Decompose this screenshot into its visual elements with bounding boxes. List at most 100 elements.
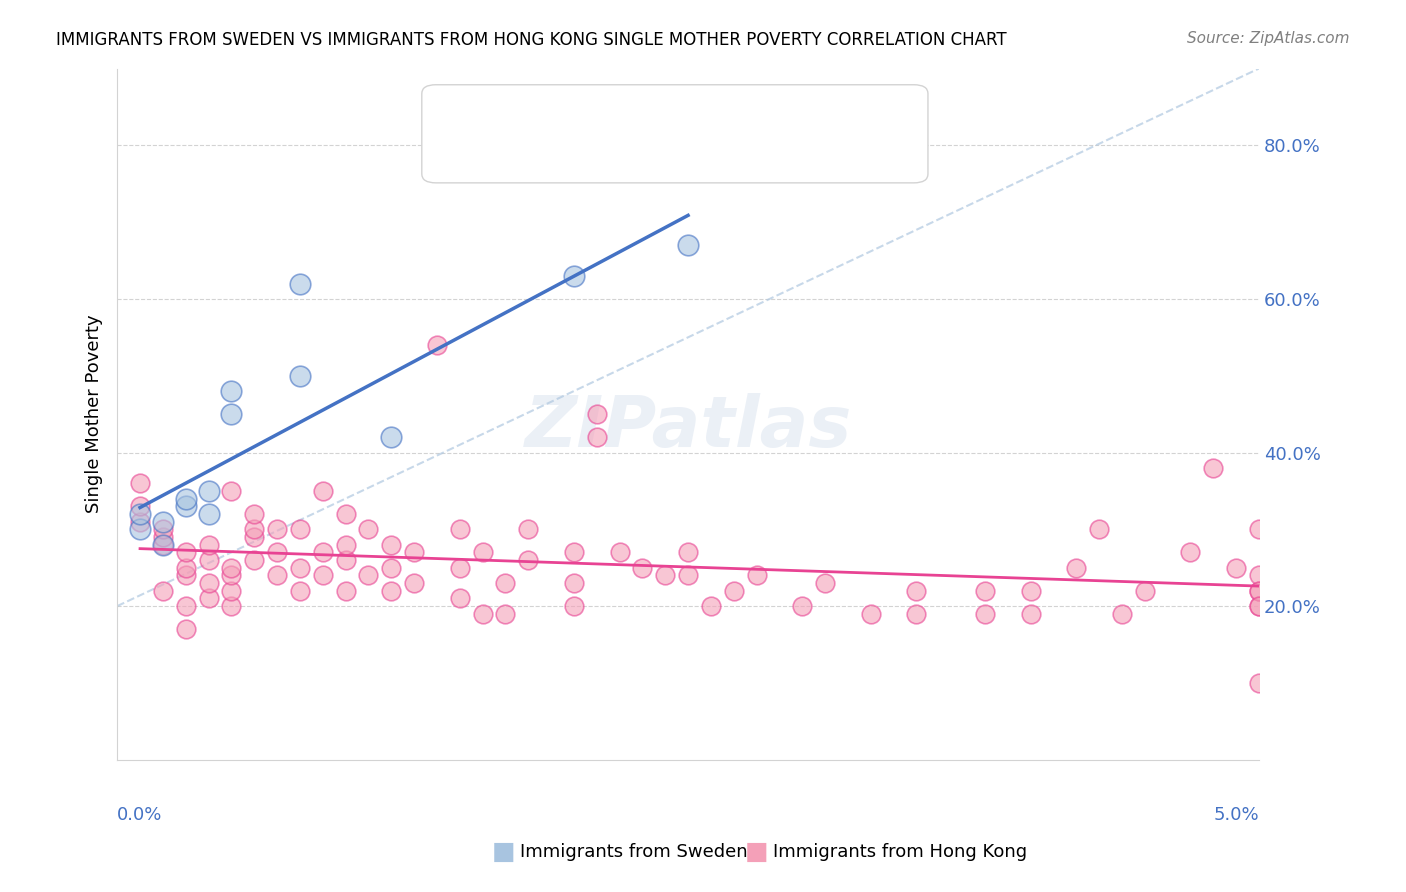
Point: [1225, 560, 1247, 574]
Point: [562, 268, 585, 283]
Point: [676, 545, 699, 559]
Text: IMMIGRANTS FROM SWEDEN VS IMMIGRANTS FROM HONG KONG SINGLE MOTHER POVERTY CORREL: IMMIGRANTS FROM SWEDEN VS IMMIGRANTS FRO…: [56, 31, 1007, 49]
Point: [335, 553, 357, 567]
Point: [585, 407, 607, 421]
Point: [1247, 599, 1270, 613]
Point: [129, 522, 152, 536]
Point: [357, 568, 380, 582]
Point: [1019, 583, 1042, 598]
Point: [1019, 607, 1042, 621]
Point: [676, 568, 699, 582]
Point: [1247, 676, 1270, 690]
Point: [221, 560, 243, 574]
Point: [380, 430, 402, 444]
Point: [152, 515, 174, 529]
Point: [1064, 560, 1087, 574]
Point: [449, 560, 471, 574]
Point: [221, 599, 243, 613]
Point: [174, 545, 197, 559]
Point: [221, 483, 243, 498]
Point: [197, 553, 219, 567]
Point: [129, 476, 152, 491]
Point: [243, 522, 266, 536]
Point: [288, 277, 311, 291]
Text: ■: ■: [745, 840, 769, 863]
Point: [288, 368, 311, 383]
Point: [974, 583, 997, 598]
Point: [1247, 522, 1270, 536]
Point: [517, 522, 540, 536]
Text: R =  0.579   N = 15: R = 0.579 N = 15: [471, 107, 678, 125]
Point: [1247, 583, 1270, 598]
Point: [562, 545, 585, 559]
Text: ZIPatlas: ZIPatlas: [524, 393, 852, 462]
Point: [221, 384, 243, 398]
Point: [129, 515, 152, 529]
Point: [745, 568, 768, 582]
Point: [1111, 607, 1133, 621]
Text: ■: ■: [492, 840, 516, 863]
Point: [288, 560, 311, 574]
Point: [174, 491, 197, 506]
Point: [494, 607, 516, 621]
Point: [792, 599, 814, 613]
Text: Immigrants from Sweden: Immigrants from Sweden: [520, 843, 748, 861]
Point: [243, 530, 266, 544]
Point: [562, 599, 585, 613]
Point: [243, 507, 266, 521]
Point: [700, 599, 723, 613]
Point: [494, 576, 516, 591]
Point: [129, 507, 152, 521]
Point: [449, 591, 471, 606]
Point: [654, 568, 676, 582]
Point: [174, 500, 197, 514]
Point: [152, 583, 174, 598]
Point: [471, 607, 494, 621]
Point: [380, 538, 402, 552]
Text: 0.0%: 0.0%: [117, 805, 163, 824]
Point: [288, 583, 311, 598]
Point: [426, 338, 449, 352]
Point: [243, 553, 266, 567]
Text: Source: ZipAtlas.com: Source: ZipAtlas.com: [1187, 31, 1350, 46]
Point: [676, 238, 699, 252]
Point: [197, 483, 219, 498]
Point: [312, 483, 335, 498]
Point: [380, 583, 402, 598]
Point: [266, 522, 288, 536]
Point: [312, 545, 335, 559]
Text: ■: ■: [450, 140, 474, 163]
Point: [1247, 568, 1270, 582]
Point: [312, 568, 335, 582]
Point: [152, 538, 174, 552]
Point: [152, 530, 174, 544]
Point: [221, 407, 243, 421]
Point: [814, 576, 837, 591]
Y-axis label: Single Mother Poverty: Single Mother Poverty: [86, 315, 103, 514]
Point: [288, 522, 311, 536]
Point: [562, 576, 585, 591]
Point: [152, 538, 174, 552]
Point: [335, 538, 357, 552]
Point: [905, 583, 928, 598]
Text: R = -0.238   N = 91: R = -0.238 N = 91: [471, 143, 678, 161]
Point: [335, 507, 357, 521]
Point: [380, 560, 402, 574]
Point: [402, 545, 425, 559]
Point: [1247, 583, 1270, 598]
Point: [631, 560, 654, 574]
Point: [197, 591, 219, 606]
Point: [221, 583, 243, 598]
Point: [197, 538, 219, 552]
Point: [449, 522, 471, 536]
Point: [129, 500, 152, 514]
Point: [859, 607, 882, 621]
Point: [1247, 599, 1270, 613]
Point: [197, 576, 219, 591]
Point: [221, 568, 243, 582]
Point: [266, 545, 288, 559]
Point: [974, 607, 997, 621]
Point: [517, 553, 540, 567]
Point: [1088, 522, 1111, 536]
Point: [609, 545, 631, 559]
